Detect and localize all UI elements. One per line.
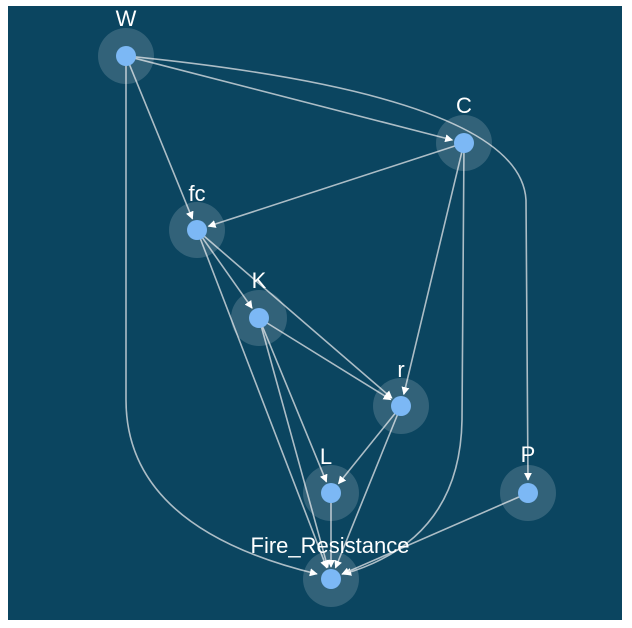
- node-label: P: [521, 442, 536, 467]
- edges: [125, 55, 532, 577]
- node-label: W: [116, 6, 137, 31]
- node: [391, 396, 411, 416]
- edge: [125, 56, 318, 577]
- node-label: r: [397, 357, 404, 382]
- node-label: C: [456, 93, 472, 118]
- edge: [196, 229, 253, 309]
- node: [321, 483, 341, 503]
- node: [518, 483, 538, 503]
- edge: [125, 55, 194, 220]
- background: [8, 6, 622, 620]
- edge: [401, 142, 465, 396]
- edge: [337, 405, 402, 485]
- nodes: W Cfc Kr L P Fire_Resistance: [98, 6, 556, 607]
- node: [454, 133, 474, 153]
- node: [321, 569, 341, 589]
- edge: [125, 55, 532, 481]
- edge: [341, 492, 529, 575]
- edge: [196, 229, 328, 569]
- edge: [196, 229, 393, 399]
- edge: [207, 142, 465, 228]
- edge: [125, 55, 454, 143]
- edge: [258, 317, 392, 401]
- node-label: Fire_Resistance: [251, 533, 410, 558]
- edge: [258, 317, 328, 483]
- node-label: fc: [188, 181, 205, 206]
- node-label: L: [320, 444, 332, 469]
- edge: [343, 142, 465, 576]
- node: [249, 308, 269, 328]
- edge: [334, 405, 402, 569]
- node-label: K: [252, 268, 267, 293]
- node: [116, 46, 136, 66]
- edge: [258, 317, 330, 569]
- node: [187, 220, 207, 240]
